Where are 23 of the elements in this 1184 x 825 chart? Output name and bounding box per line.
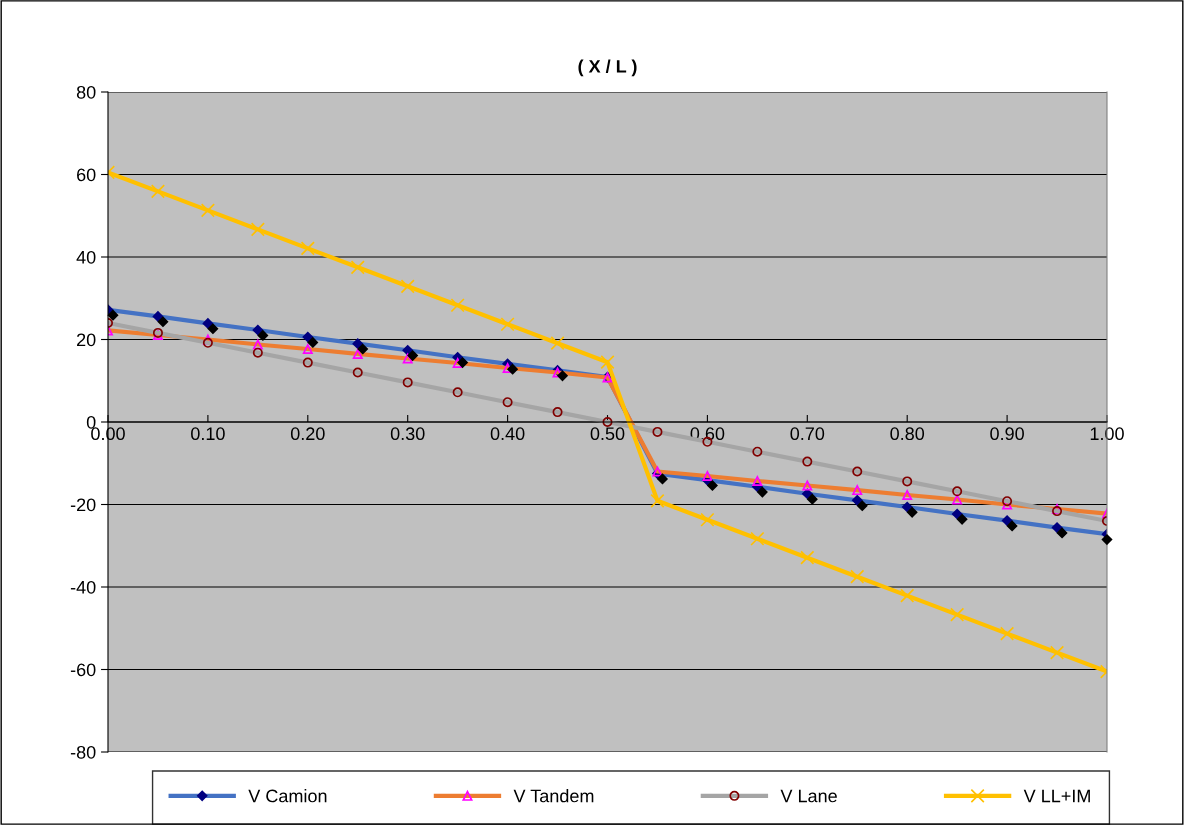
- x-tick-label: 0.50: [590, 427, 625, 441]
- legend-label: V Lane: [780, 789, 837, 803]
- y-tick-label: 80: [76, 85, 96, 99]
- y-tick-label: 0: [86, 415, 96, 429]
- y-tick-label: 20: [77, 333, 96, 347]
- legend-label: V LL+IM: [1023, 789, 1090, 803]
- legend-label: V Tandem: [513, 789, 594, 803]
- x-tick-label: 0.90: [990, 427, 1024, 441]
- y-tick-label: 40: [76, 250, 96, 264]
- chart-title: ( X / L ): [578, 59, 637, 77]
- x-tick-label: 0.20: [290, 427, 325, 441]
- y-tick-label: 60: [77, 168, 96, 182]
- y-tick-label: -40: [70, 580, 96, 594]
- y-tick-label: -80: [70, 745, 96, 759]
- y-tick-label: -60: [70, 663, 96, 677]
- x-tick-label: 0.40: [490, 427, 525, 441]
- x-tick-label: 0.10: [191, 427, 225, 441]
- x-tick-label: 1.00: [1090, 427, 1124, 441]
- x-tick-label: 0.70: [790, 427, 825, 441]
- x-tick-label: 0.30: [390, 427, 425, 441]
- legend-label: V Camion: [248, 789, 327, 803]
- y-tick-label: -20: [70, 498, 96, 512]
- x-tick-label: 0.80: [890, 427, 925, 441]
